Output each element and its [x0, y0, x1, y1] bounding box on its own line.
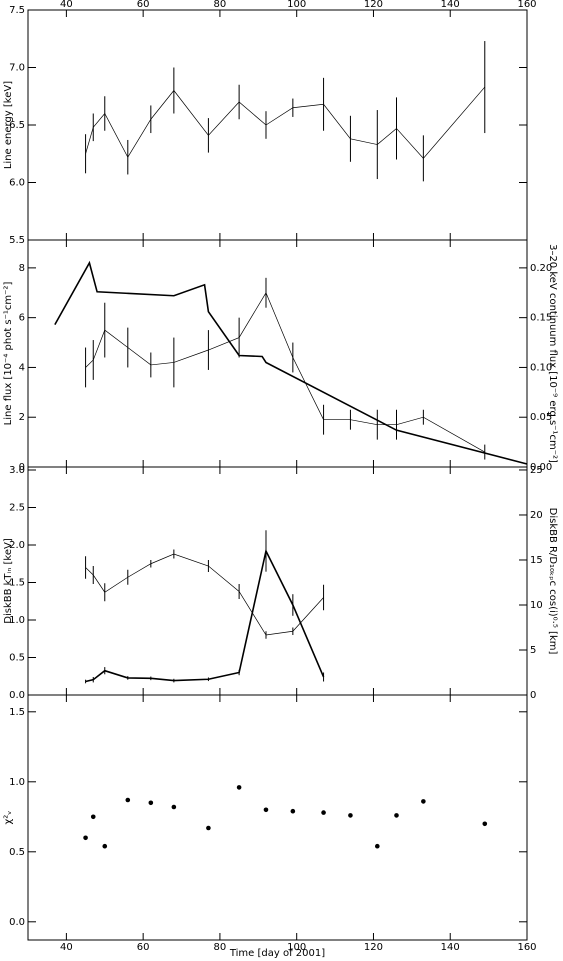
data-point: [375, 843, 380, 849]
x-tick-label: 40: [60, 0, 73, 10]
data-point: [83, 835, 88, 841]
plot-frame: [27, 694, 528, 941]
data-point: [394, 813, 399, 818]
y2-tick-label: 0.05: [530, 412, 552, 423]
y2-tick-label: 10: [530, 600, 543, 611]
plot-frame: [27, 466, 528, 696]
y-tick-label: 7.5: [9, 5, 25, 16]
data-line: [85, 86, 486, 159]
y-tick-label: 1.5: [9, 707, 25, 718]
y-tick-label: 8: [19, 263, 25, 274]
y2-axis-title: DiskBB R/D₁₀ₖₚc cos(i)⁰·⁵ [km]: [547, 508, 558, 655]
y-axis-title: Line energy [keV]: [3, 81, 14, 169]
data-point: [90, 814, 96, 820]
data-point: [321, 810, 326, 815]
y-tick-label: 2.5: [9, 503, 25, 514]
y2-tick-label: 5: [530, 645, 536, 656]
y-tick-label: 2.0: [9, 540, 25, 551]
data-point: [102, 843, 108, 849]
data-line: [85, 548, 325, 683]
y-tick-label: 0.0: [9, 690, 25, 701]
x-axis-title: Time [day of 2001]: [229, 948, 325, 959]
y-tick-label: 7.0: [9, 63, 25, 74]
y-tick-label: 1.0: [9, 777, 25, 788]
x-tick-label: 80: [214, 942, 227, 953]
x-tick-label: 40: [60, 942, 73, 953]
data-point: [206, 825, 211, 831]
y2-axis-title: 3–20 keV continuum flux [10⁻⁹ erg s⁻¹cm⁻…: [547, 244, 558, 463]
data-point: [290, 808, 296, 814]
y2-tick-label: 0.15: [530, 313, 552, 324]
x-tick-label: 60: [137, 0, 150, 10]
y-tick-label: 4: [19, 362, 25, 373]
x-tick-label: 120: [364, 942, 383, 953]
y-tick-label: 5.5: [9, 235, 25, 246]
data-point: [482, 821, 488, 827]
y-tick-label: 1.0: [9, 615, 25, 626]
y2-tick-label: 0.00: [530, 462, 552, 473]
data-point: [236, 785, 242, 790]
x-tick-label: 160: [517, 0, 536, 10]
y-tick-label: 0.5: [9, 847, 25, 858]
data-point: [148, 800, 154, 806]
y-tick-label: 0: [19, 462, 25, 473]
data-point: [348, 813, 353, 818]
y-tick-label: 0.5: [9, 653, 25, 664]
data-point: [263, 807, 269, 813]
x-tick-label: 160: [517, 942, 536, 953]
y-tick-label: 0.0: [9, 917, 25, 928]
y-tick-label: 6.0: [9, 178, 25, 189]
y2-tick-label: 15: [530, 555, 543, 566]
y2-tick-label: 0.20: [530, 263, 552, 274]
data-point: [421, 799, 426, 804]
y2-tick-label: 0: [530, 690, 536, 701]
y-tick-label: 3.0: [9, 465, 25, 476]
y2-tick-label: 25: [530, 465, 543, 476]
x-tick-label: 140: [441, 0, 460, 10]
y2-tick-label: 0.10: [530, 362, 552, 373]
data-point: [171, 804, 177, 810]
y2-tick-label: 20: [530, 510, 543, 521]
y-axis-title: Line flux [10⁻⁴ phot s⁻¹cm⁻²]: [3, 282, 14, 426]
y-tick-label: 2: [19, 412, 25, 423]
x-tick-label: 60: [137, 942, 150, 953]
data-point: [125, 797, 131, 803]
x-tick-label: 120: [364, 0, 383, 10]
y-axis-title: DiskBB kTᵢₙ [keV]: [3, 538, 14, 624]
y-tick-label: 6: [19, 313, 25, 324]
y-axis-title: χ²ᵥ: [3, 811, 14, 825]
x-tick-label: 100: [287, 0, 306, 10]
x-tick-label: 100: [287, 942, 306, 953]
data-line: [54, 260, 528, 465]
x-tick-label: 140: [441, 942, 460, 953]
x-tick-label: 80: [214, 0, 227, 10]
plot-frame: [27, 239, 528, 468]
y-tick-label: 1.5: [9, 578, 25, 589]
y-tick-label: 6.5: [9, 120, 25, 131]
